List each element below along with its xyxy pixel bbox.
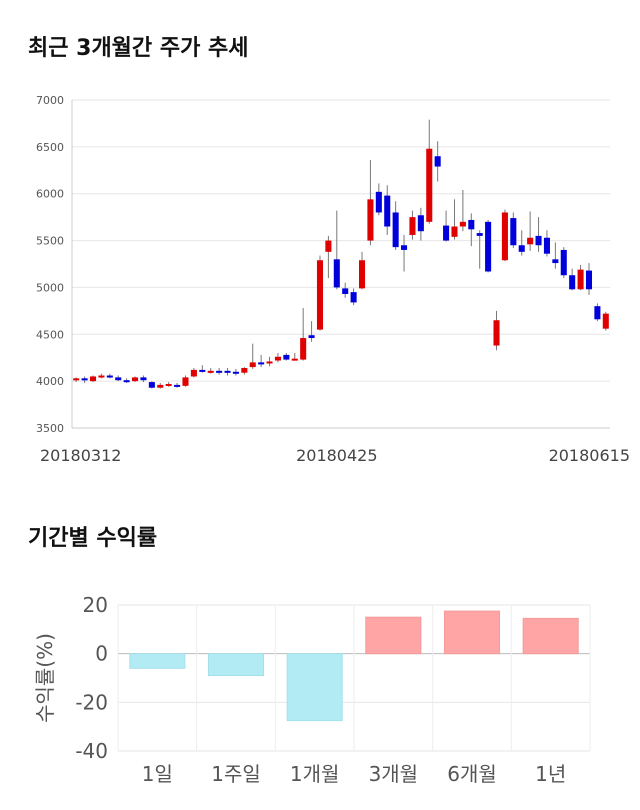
candle-down (392, 212, 399, 248)
candle-down (140, 377, 147, 381)
candle-down (401, 245, 408, 250)
candle-down (342, 288, 349, 294)
period-return-title: 기간별 수익률 (28, 526, 158, 551)
candle-up (241, 368, 248, 373)
y-tick-label: 3500 (36, 422, 64, 435)
candle-up (493, 320, 500, 346)
x-tick-label: 6개월 (447, 762, 497, 786)
y-tick-label: 4000 (36, 375, 64, 388)
candle-up (300, 338, 307, 360)
candle-down (174, 384, 181, 387)
candle-up (451, 226, 458, 237)
candle-down (535, 235, 542, 246)
candle-down (333, 259, 340, 288)
candle-up (165, 383, 172, 386)
candle-down (308, 335, 315, 339)
period-return-bar-chart: -40 -20 0 20 1일 1주일 1개월 3개월 6개월 1년 수익률(%) (33, 593, 591, 786)
candle-down (350, 292, 357, 303)
x-tick-label: 20180425 (296, 446, 377, 465)
candle-down (106, 375, 113, 378)
candle-down (148, 382, 155, 388)
y-tick-label: 6500 (36, 141, 64, 154)
candle-down (283, 354, 290, 360)
candle-up (89, 376, 97, 382)
y-tick-label: 5000 (36, 281, 64, 294)
candle-up (358, 260, 366, 289)
candle-up (577, 269, 584, 290)
candle-up (527, 237, 534, 245)
candle-up (325, 240, 332, 252)
candle-down (443, 225, 450, 241)
candle-up (190, 369, 197, 377)
return-bar (286, 653, 343, 722)
candle-down (434, 156, 441, 167)
candle-up (157, 384, 164, 388)
candle-down (510, 218, 517, 246)
candle-down (594, 306, 601, 320)
candle-down (518, 245, 525, 252)
y-tick-label: 5500 (36, 235, 64, 248)
candle-up (602, 313, 609, 329)
candle-up (409, 217, 416, 235)
candle-down (199, 369, 206, 372)
candle-down (585, 270, 593, 290)
candle-up (459, 221, 466, 227)
candle-up (182, 377, 189, 386)
candle-down (258, 362, 265, 365)
candle-up (207, 370, 214, 373)
return-bar (443, 610, 501, 655)
candle-down (417, 215, 424, 232)
x-tick-label: 1일 (142, 762, 173, 786)
candle-up (316, 260, 324, 330)
y-tick-label: -40 (75, 739, 108, 763)
candle-down (543, 237, 550, 254)
candle-up (367, 199, 374, 241)
candle-up (98, 375, 105, 378)
y-tick-label: 0 (95, 642, 108, 666)
price-candlestick-chart: 3500 4000 4500 5000 5500 6000 6500 7000 20180312… (36, 94, 630, 465)
y-tick-label: 7000 (36, 94, 64, 107)
candle-down (375, 191, 382, 213)
x-tick-label: 20180312 (40, 446, 121, 465)
price-trend-title: 최근 3개월간 주가 추세 (28, 36, 249, 61)
candle-up (266, 361, 273, 364)
candle-down (485, 221, 492, 272)
candle-down (552, 259, 559, 264)
x-tick-label: 1개월 (290, 762, 340, 786)
candle-down (123, 380, 130, 383)
candle-up (73, 378, 80, 381)
y-axis-label: 수익률(%) (33, 633, 57, 723)
x-tick-label: 1주일 (211, 762, 261, 786)
return-bar (365, 616, 422, 655)
candle-up (132, 377, 139, 382)
return-bar (522, 617, 579, 655)
x-tick-label: 3개월 (369, 762, 419, 786)
candle-up (291, 358, 298, 361)
return-bar (207, 653, 265, 677)
candle-down (81, 378, 88, 381)
candle-up (249, 362, 256, 368)
x-tick-label: 1년 (535, 762, 566, 786)
x-tick-label: 20180615 (549, 446, 630, 465)
candle-up (274, 356, 281, 361)
candle-down (560, 249, 567, 276)
y-tick-label: 6000 (36, 188, 64, 201)
y-tick-label: 20 (83, 593, 108, 617)
candle-down (224, 370, 231, 373)
candle-down (232, 371, 239, 374)
candle-down (468, 219, 475, 230)
y-tick-label: 4500 (36, 328, 64, 341)
candle-down (216, 370, 223, 373)
return-bar (129, 653, 186, 669)
candle-up (426, 148, 433, 222)
y-tick-label: -20 (75, 690, 108, 714)
candle-down (476, 233, 483, 236)
candle-down (569, 275, 576, 290)
candle-down (115, 377, 122, 381)
candle-down (384, 195, 391, 227)
candle-up (501, 212, 508, 261)
